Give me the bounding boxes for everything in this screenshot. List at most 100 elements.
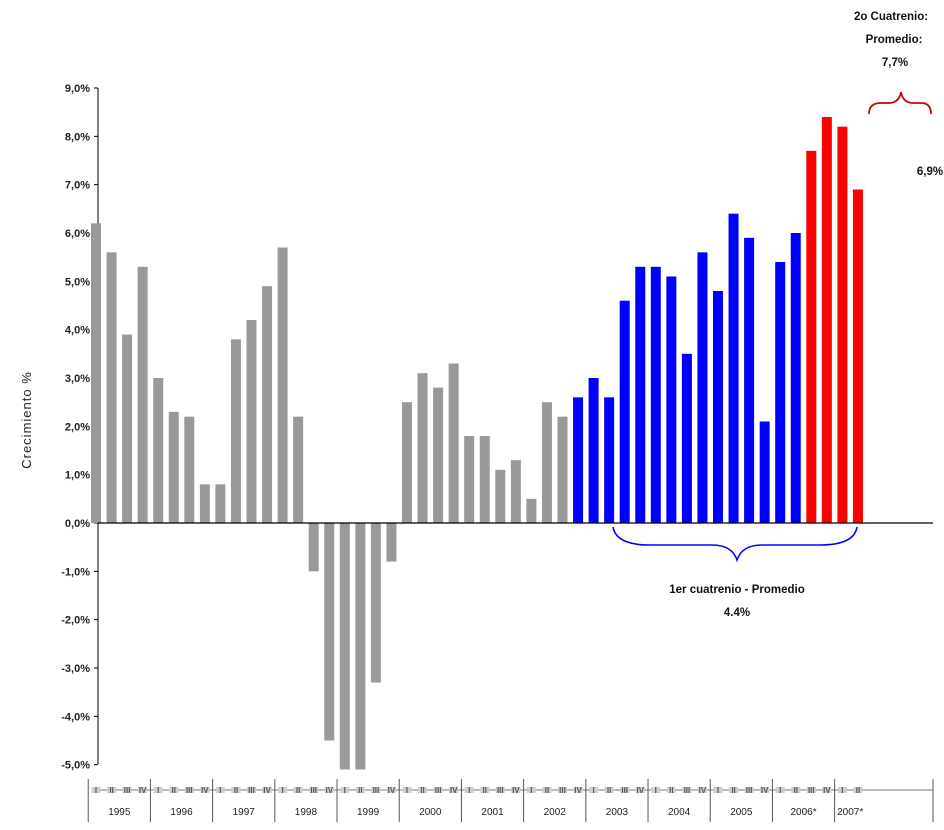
quarter-label: II [731, 786, 735, 795]
y-tick-label: -3,0% [61, 663, 90, 675]
year-label: 1999 [357, 807, 380, 818]
quarter-label: II [856, 786, 860, 795]
year-label: 2002 [544, 807, 567, 818]
quarter-label: II [234, 786, 238, 795]
y-tick-label: 0,0% [65, 518, 90, 530]
y-tick-label: 4,0% [65, 325, 90, 337]
bar [790, 233, 801, 523]
quarter-band-cell [184, 787, 194, 793]
quarter-label: I [281, 786, 283, 795]
first-period-line-1: 1er cuatrenio - Promedio [669, 584, 804, 596]
second-period-line-1: 2o Cuatrenio: [854, 11, 928, 23]
quarter-band-cell [713, 787, 723, 793]
quarter-band-cell [697, 787, 707, 793]
quarter-label: I [406, 786, 408, 795]
bar [728, 213, 739, 523]
quarter-label: I [530, 786, 532, 795]
quarter-label: III [435, 786, 442, 795]
bar [464, 436, 475, 523]
quarter-band-cell [122, 787, 132, 793]
quarter-band-cell [402, 787, 412, 793]
last-value-label: 6,9% [917, 166, 943, 178]
bar [510, 460, 521, 523]
bar [277, 247, 288, 523]
quarter-band-cell [449, 787, 459, 793]
quarter-band-cell [138, 787, 148, 793]
y-tick-label: -1,0% [61, 566, 90, 578]
year-label: 1996 [170, 807, 193, 818]
quarter-band-cell [760, 787, 770, 793]
quarter-label: IV [512, 786, 520, 795]
quarter-band-cell [324, 787, 334, 793]
bar [541, 402, 552, 523]
quarter-label: IV [699, 786, 707, 795]
quarter-band-cell [169, 787, 179, 793]
bar [153, 378, 164, 523]
quarter-band-cell [729, 787, 739, 793]
y-axis-title: Crecimiento % [19, 371, 34, 469]
quarter-band-cell [682, 787, 692, 793]
quarter-band-cell [526, 787, 536, 793]
quarter-label: II [794, 786, 798, 795]
quarter-label: I [655, 786, 657, 795]
quarter-label: IV [761, 786, 769, 795]
bar [386, 523, 397, 562]
bar [324, 523, 335, 741]
quarter-band-cell [262, 787, 272, 793]
quarter-label: III [310, 786, 317, 795]
quarter-label: IV [574, 786, 582, 795]
bar [852, 189, 863, 523]
bar [106, 252, 117, 524]
y-tick-label: 2,0% [65, 421, 90, 433]
quarter-band-cell [200, 787, 210, 793]
bar [448, 363, 459, 523]
bar [666, 276, 677, 523]
year-label: 1997 [233, 807, 256, 818]
quarter-label: I [841, 786, 843, 795]
quarter-band-cell [651, 787, 661, 793]
quarter-band-cell [837, 787, 847, 793]
quarter-band-cell [542, 787, 552, 793]
bar [821, 117, 832, 523]
bar [479, 436, 490, 523]
bar [370, 523, 381, 683]
quarter-band-cell [822, 787, 832, 793]
bar [573, 397, 584, 523]
quarter-band-cell [231, 787, 241, 793]
quarter-label: IV [201, 786, 209, 795]
quarter-label: III [808, 786, 815, 795]
year-label: 2005 [730, 807, 753, 818]
quarter-band-cell [107, 787, 117, 793]
year-label: 2006* [790, 807, 816, 818]
bar [837, 126, 848, 524]
quarter-band-cell [153, 787, 163, 793]
quarter-band-cell [558, 787, 567, 793]
quarter-label: I [592, 786, 594, 795]
bar [697, 252, 708, 524]
bar [433, 387, 444, 523]
quarter-band-cell [247, 787, 256, 793]
year-label: 1998 [295, 807, 318, 818]
bar [402, 402, 412, 523]
quarter-label: III [684, 786, 691, 795]
y-tick-label: 5,0% [65, 276, 90, 288]
quarter-band-cell [620, 787, 630, 793]
year-label: 2004 [668, 807, 691, 818]
quarter-band-cell [604, 787, 614, 793]
second-period-annotation: 2o Cuatrenio: Promedio: 7,7% [854, 11, 932, 115]
bar [417, 373, 428, 523]
quarter-label: I [468, 786, 470, 795]
y-tick-label: 3,0% [65, 373, 90, 385]
first-period-line-2: 4.4% [724, 607, 750, 619]
quarter-label: I [779, 786, 781, 795]
bar [557, 416, 568, 523]
bar [199, 484, 210, 523]
y-tick-label: -5,0% [61, 760, 90, 772]
quarter-label: III [186, 786, 193, 795]
y-tick-label: 8,0% [65, 131, 90, 143]
bar [775, 262, 786, 523]
quarter-label: II [296, 786, 300, 795]
first-period-brace [612, 526, 858, 563]
bar [339, 523, 350, 770]
quarter-label: III [124, 786, 131, 795]
